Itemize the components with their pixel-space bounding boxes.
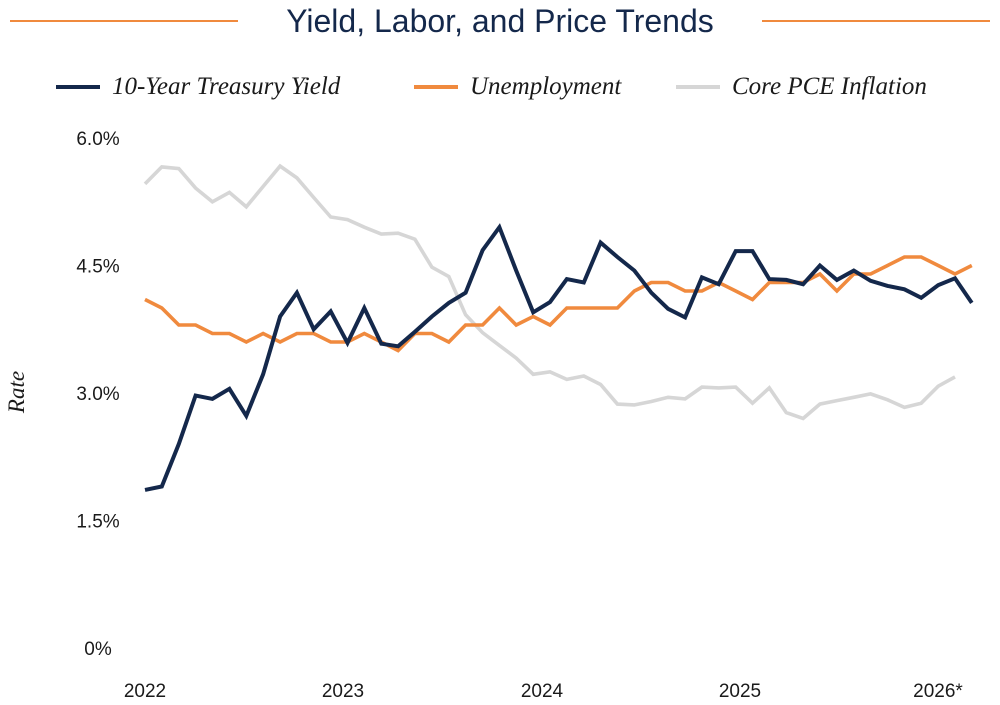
legend-label-treasury-yield: 10-Year Treasury Yield bbox=[112, 73, 341, 100]
series-lines bbox=[143, 163, 974, 492]
series-line-treasury-yield bbox=[144, 223, 974, 492]
y-tick-label: 3.0% bbox=[76, 384, 119, 405]
title-rule-right bbox=[762, 20, 990, 22]
series-line-unemployment bbox=[144, 255, 973, 353]
legend-label-core-pce: Core PCE Inflation bbox=[732, 73, 927, 100]
legend-item-treasury-yield[interactable]: 10-Year Treasury Yield bbox=[56, 68, 340, 106]
x-tick-label: 2024 bbox=[521, 681, 564, 702]
y-axis-ticks: 6.0% 4.5% 3.0% 1.5% 0% bbox=[76, 129, 119, 660]
x-tick-label: 2023 bbox=[322, 681, 364, 702]
y-tick-label: 0% bbox=[84, 639, 112, 660]
legend-item-unemployment[interactable]: Unemployment bbox=[414, 68, 621, 106]
y-tick-label: 1.5% bbox=[76, 512, 119, 533]
x-tick-label: 2022 bbox=[124, 681, 166, 702]
x-tick-label: 2026* bbox=[913, 681, 963, 702]
legend-swatch-treasury-yield bbox=[56, 85, 100, 89]
x-axis-ticks: 2022 2023 2024 2025 2026* bbox=[124, 681, 964, 702]
y-axis-label: Rate bbox=[4, 371, 29, 414]
legend-item-core-pce[interactable]: Core PCE Inflation bbox=[676, 68, 927, 106]
chart-title-bar: Yield, Labor, and Price Trends bbox=[0, 0, 1000, 44]
series-line-core-pce bbox=[143, 163, 956, 421]
y-tick-label: 6.0% bbox=[76, 129, 119, 150]
chart-title: Yield, Labor, and Price Trends bbox=[286, 3, 714, 39]
chart-legend: 10-Year Treasury Yield Unemployment Core… bbox=[0, 68, 1000, 106]
legend-swatch-unemployment bbox=[414, 85, 458, 89]
title-rule-left bbox=[10, 20, 238, 22]
y-tick-label: 4.5% bbox=[76, 257, 119, 278]
legend-label-unemployment: Unemployment bbox=[470, 73, 622, 100]
legend-swatch-core-pce bbox=[676, 85, 720, 89]
x-tick-label: 2025 bbox=[719, 681, 761, 702]
